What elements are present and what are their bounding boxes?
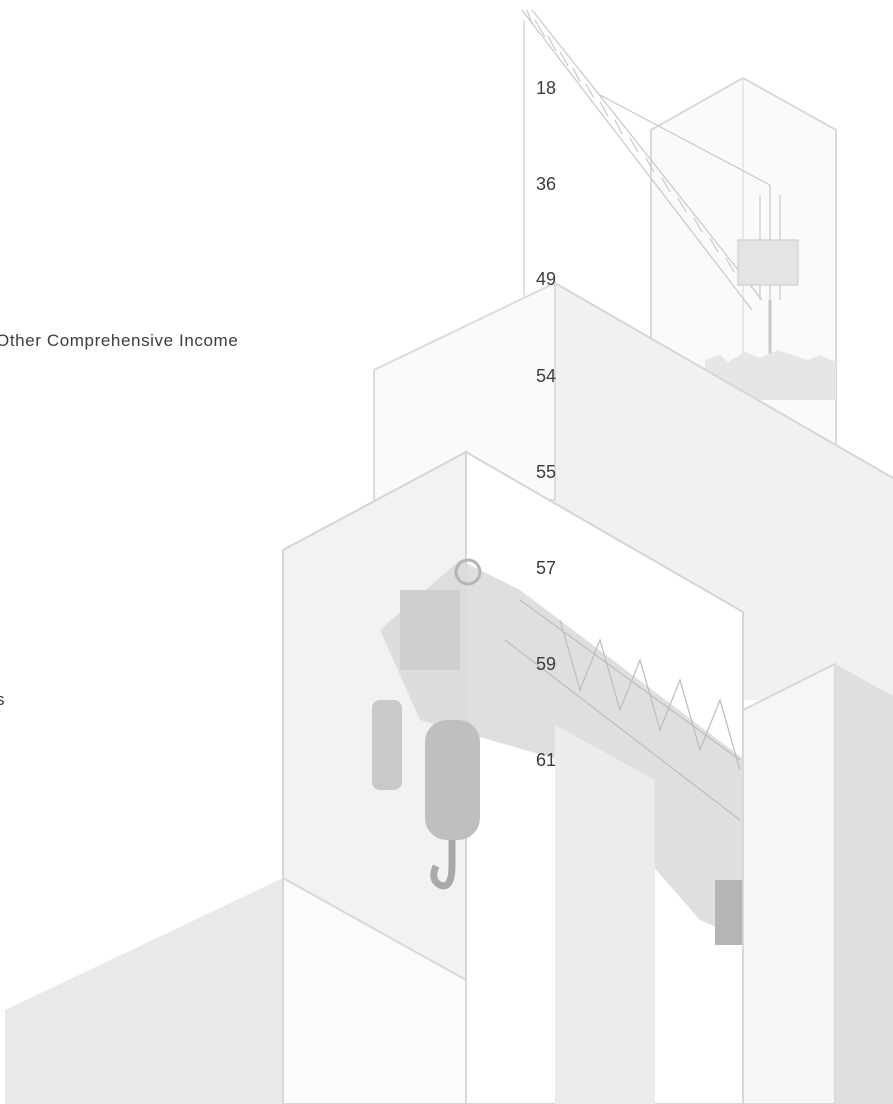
toc-page-number[interactable]: 54 bbox=[536, 366, 557, 386]
toc-page-number[interactable]: 57 bbox=[536, 558, 557, 578]
crane-icon bbox=[520, 9, 799, 360]
toc-entry-fragment[interactable]: s bbox=[0, 690, 6, 709]
toc-entry-other-comprehensive-income[interactable]: Other Comprehensive Income bbox=[0, 331, 239, 350]
toc-page-number[interactable]: 55 bbox=[536, 462, 557, 482]
toc-page-number[interactable]: 18 bbox=[536, 78, 557, 98]
toc-page-number[interactable]: 36 bbox=[536, 174, 557, 194]
toc-page-number[interactable]: 59 bbox=[536, 654, 557, 674]
toc-page-number[interactable]: 49 bbox=[536, 269, 557, 289]
toc-page-number[interactable]: 61 bbox=[536, 750, 557, 770]
